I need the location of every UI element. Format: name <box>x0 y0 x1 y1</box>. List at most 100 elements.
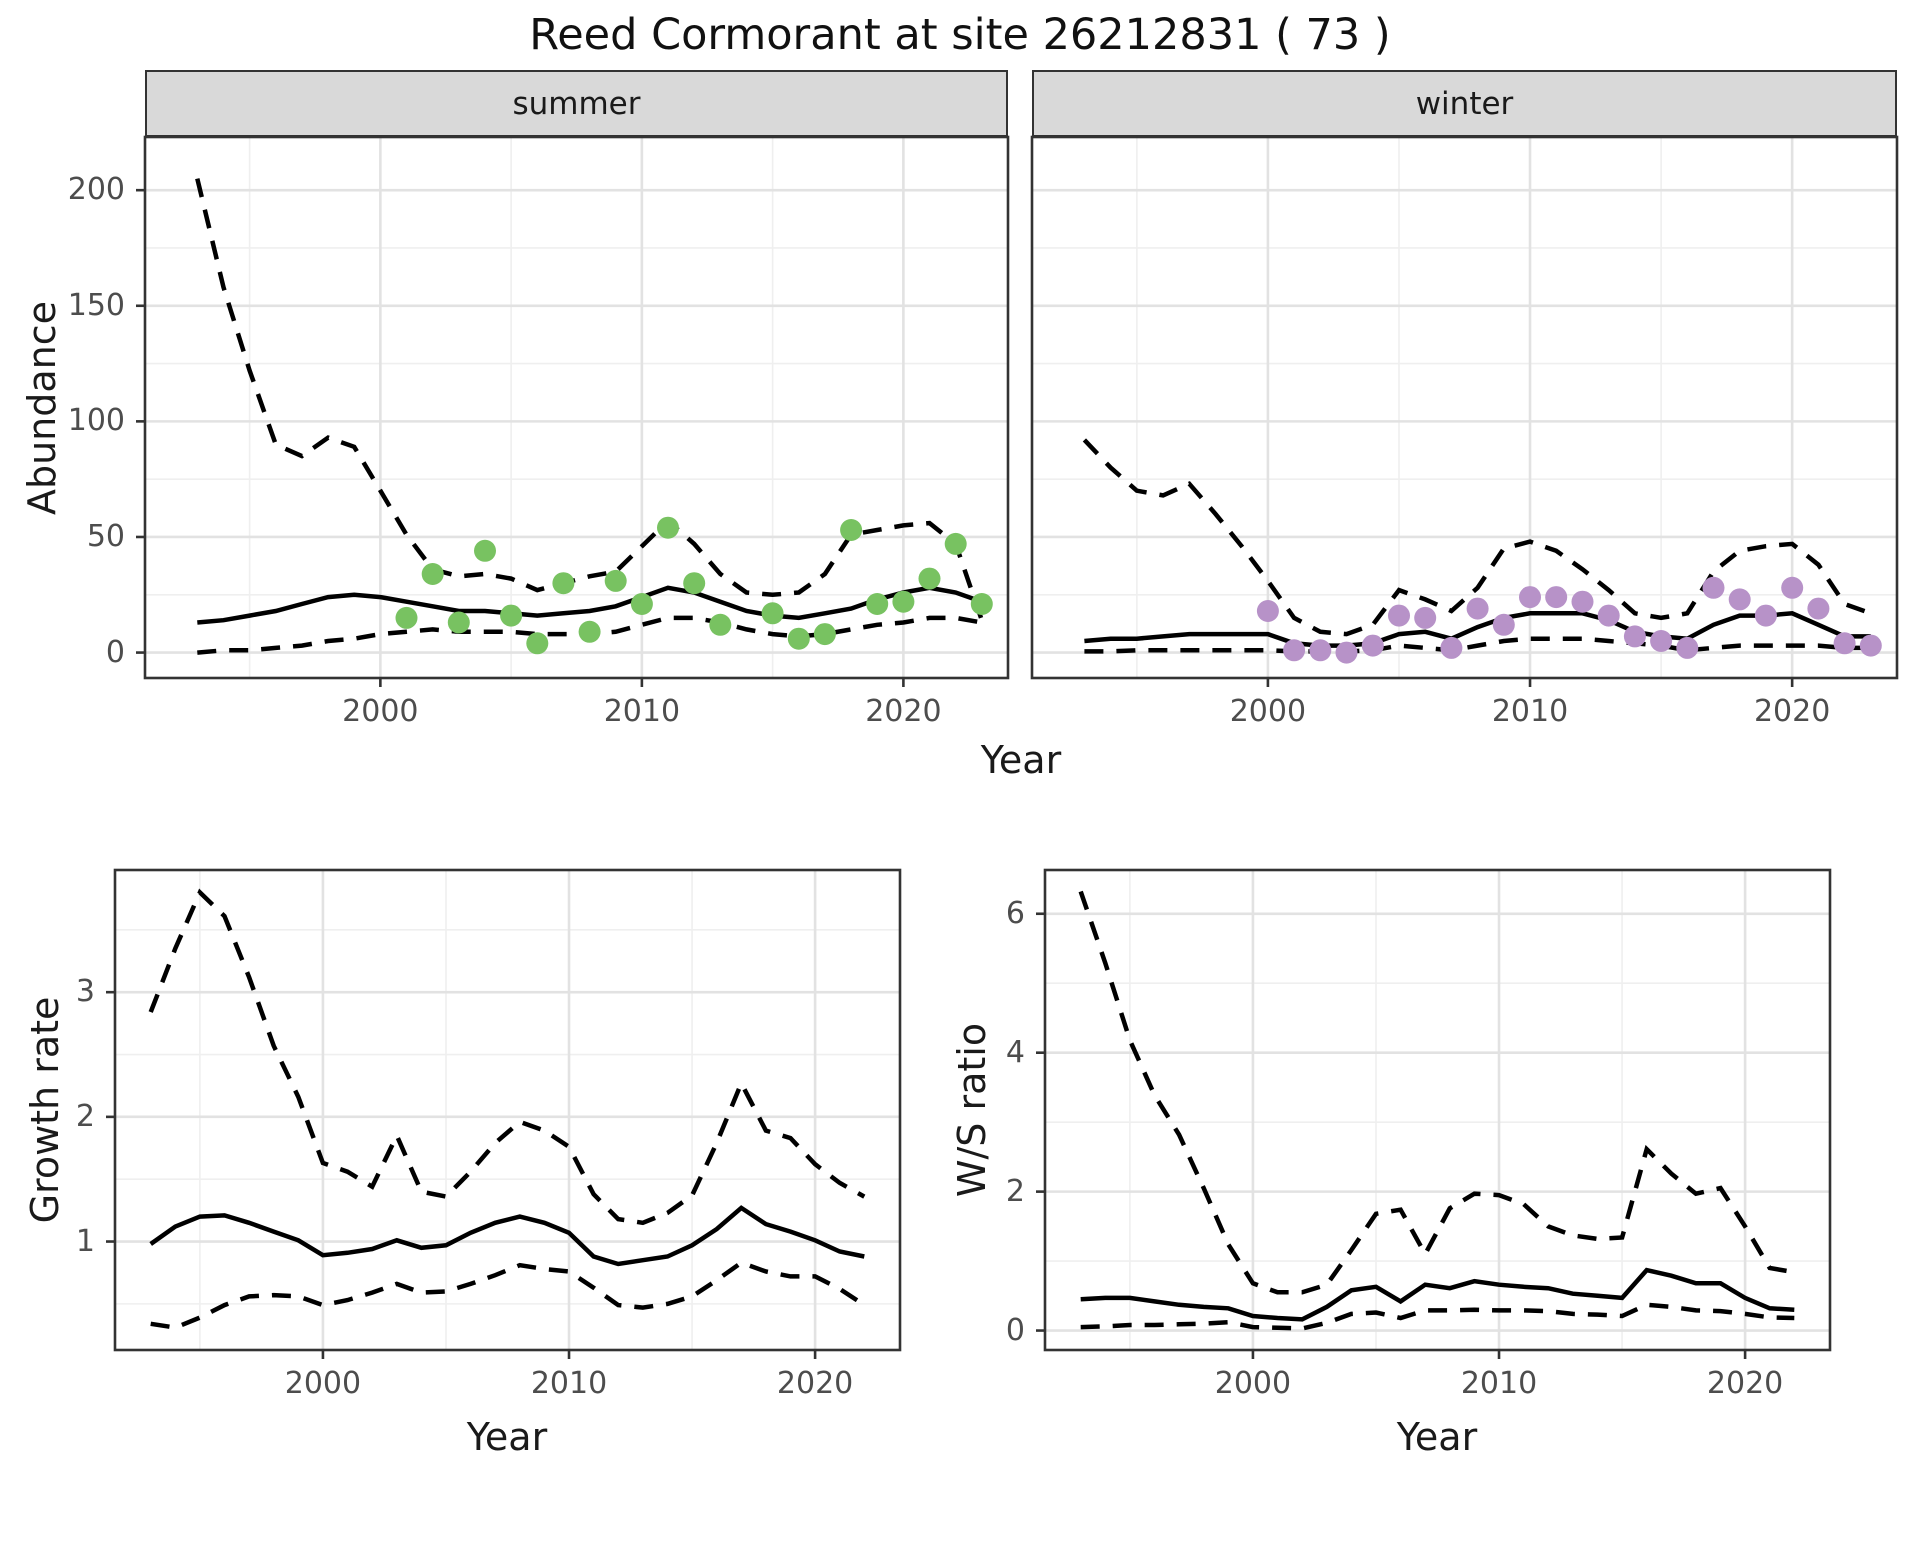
summer-data-point <box>552 572 575 595</box>
winter-data-point <box>1361 634 1384 657</box>
panel-ws-ratio: 2000 2010 2020 0 2 4 6 <box>1006 868 1832 1401</box>
y-axis-title-abundance: Abundance <box>20 300 64 516</box>
winter-upper_ci-line <box>1082 438 1872 637</box>
summer-data-point <box>787 627 810 650</box>
winter-data-point <box>1440 636 1463 659</box>
ws-lower_ci-line <box>1080 1302 1795 1331</box>
winter-data-point <box>1728 588 1751 611</box>
winter-lower_ci-line <box>1084 636 1871 654</box>
facet-strip-winter-label: winter <box>1415 85 1514 122</box>
ws-upper_ci-line <box>1078 890 1795 1295</box>
y-tick-label: 1 <box>75 1223 95 1259</box>
y-tick-label: 2 <box>1005 1173 1025 1209</box>
winter-data-point <box>1309 639 1332 662</box>
facet-strip-summer: summer <box>145 70 1008 137</box>
winter-data-point <box>1807 597 1830 620</box>
summer-upper_ci-line <box>195 178 984 621</box>
winter-data-point <box>1519 586 1541 609</box>
winter-data-point <box>1676 636 1699 659</box>
summer-data-point <box>683 572 706 595</box>
growth-upper_ci-line <box>148 888 866 1226</box>
growth-panel-border <box>113 868 902 1352</box>
y-tick-label: 0 <box>1005 1312 1025 1348</box>
growth-mean-line <box>149 1205 865 1267</box>
summer-data-point <box>526 632 549 655</box>
y-tick-label: 200 <box>67 172 125 208</box>
summer-plot-svg <box>136 135 1010 687</box>
winter-data-point <box>1859 634 1882 657</box>
winter-data-point <box>1466 597 1489 620</box>
summer-data-point <box>395 606 418 629</box>
y-axis-title-growth-rate: Growth rate <box>23 996 67 1224</box>
summer-data-point <box>761 602 784 625</box>
x-tick-label: 2000 <box>342 694 419 729</box>
winter-data-point <box>1335 641 1358 664</box>
x-tick-label: 2010 <box>1460 1366 1538 1401</box>
ws-mean-line <box>1080 1267 1795 1322</box>
winter-data-point <box>1754 604 1777 627</box>
x-tick-label: 2020 <box>865 694 942 729</box>
x-tick-label: 2000 <box>1229 694 1307 729</box>
y-tick-label: 4 <box>1005 1034 1025 1070</box>
x-axis-title-year-bottom-left: Year <box>466 1415 548 1459</box>
winter-data-point <box>1781 576 1804 599</box>
winter-data-point <box>1597 604 1620 627</box>
winter-data-point <box>1702 576 1725 599</box>
y-tick-label: 0 <box>105 634 125 670</box>
winter-data-point <box>1545 586 1568 609</box>
x-tick-label: 2020 <box>776 1366 854 1401</box>
x-tick-label: 2000 <box>1214 1366 1292 1401</box>
x-tick-label: 2020 <box>1753 694 1831 729</box>
winter-data-point <box>1256 600 1279 622</box>
y-tick-label: 100 <box>67 403 125 439</box>
x-tick-label: 2020 <box>1706 1366 1784 1401</box>
panel-growth-rate: 2000 2010 2020 1 2 3 <box>76 868 902 1401</box>
y-tick-label: 6 <box>1005 895 1025 931</box>
winter-data-point <box>1388 604 1410 627</box>
summer-data-point <box>447 611 470 634</box>
summer-panel-border <box>143 135 1010 680</box>
x-tick-label: 2000 <box>284 1366 362 1401</box>
x-tick-label: 2010 <box>1491 694 1569 729</box>
summer-data-point <box>421 563 444 585</box>
y-tick-label: 50 <box>86 518 125 554</box>
winter-data-point <box>1650 630 1673 652</box>
summer-data-point <box>813 623 836 646</box>
summer-data-point <box>474 539 496 562</box>
facet-strip-summer-label: summer <box>512 85 641 122</box>
summer-mean-line <box>197 585 983 625</box>
summer-data-point <box>657 516 679 539</box>
winter-data-point <box>1414 606 1437 629</box>
winter-data-point <box>1571 590 1594 613</box>
growth-lower_ci-line <box>150 1260 866 1330</box>
y-tick-label: 3 <box>75 974 95 1010</box>
y-tick-label: 150 <box>67 287 125 323</box>
winter-data-point <box>1492 613 1515 636</box>
winter-data-point <box>1833 632 1856 655</box>
plot-title: Reed Cormorant at site 26212831 ( 73 ) <box>529 10 1391 60</box>
winter-panel-border <box>1030 135 1899 680</box>
x-tick-label: 2010 <box>603 694 681 729</box>
summer-data-point <box>604 569 627 592</box>
summer-data-point <box>944 532 967 555</box>
winter-mean-line <box>1084 611 1871 648</box>
summer-data-point <box>709 613 732 636</box>
panel-abundance-summer: 2000 2010 2020 0 50 100 150 200 <box>68 135 1010 729</box>
winter-data-point <box>1283 639 1306 662</box>
summer-data-point <box>970 593 993 615</box>
y-tick-label: 2 <box>75 1098 95 1134</box>
winter-data-point <box>1623 625 1646 648</box>
growth-plot-svg <box>106 868 902 1359</box>
ws-plot-svg <box>1036 868 1832 1359</box>
summer-data-point <box>500 604 523 627</box>
summer-data-point <box>630 593 653 615</box>
winter-plot-svg <box>1030 135 1899 687</box>
summer-data-point <box>892 590 915 613</box>
x-tick-label: 2010 <box>530 1366 608 1401</box>
summer-data-point <box>840 519 863 541</box>
summer-data-point <box>918 567 941 590</box>
x-axis-title-year-bottom-right: Year <box>1396 1415 1478 1459</box>
ws-panel-border <box>1043 868 1832 1352</box>
x-axis-title-year-top: Year <box>980 738 1062 782</box>
